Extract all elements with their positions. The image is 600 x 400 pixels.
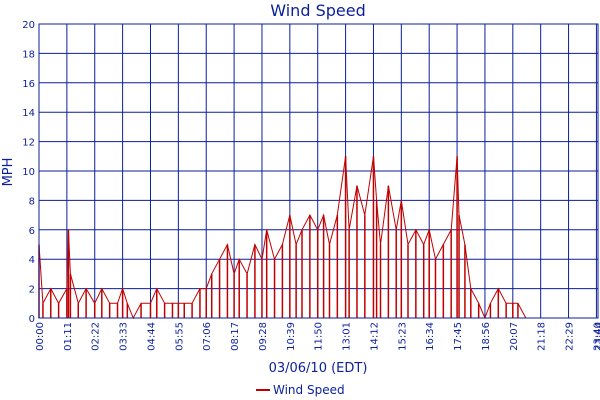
plot-frame [38,23,599,319]
chart-title: Wind Speed [270,1,365,20]
y-tick-label: 20 [22,20,35,31]
x-tick-labels: 00:00 01:11 02:22 03:33 04:44 05:55 07:06 08:17… [35,322,600,351]
y-tick-label: 16 [22,79,35,90]
x-axis-label: 03/06/10 (EDT) [269,361,368,376]
y-tick-label: 10 [22,167,35,178]
x-tick-label: 08:17 [230,322,241,351]
x-tick-label: 02:22 [91,322,102,351]
legend-label: Wind Speed [273,383,345,397]
series-layer [38,156,598,320]
x-tick-label: 20:07 [509,322,520,351]
legend: Wind Speed [256,383,345,397]
y-tick-label: 4 [29,255,35,266]
grid [38,23,599,319]
y-tick-label: 6 [29,226,35,237]
x-tick-label: 21:18 [537,322,548,351]
series-0 [38,156,598,320]
x-tick-label: 05:55 [174,322,185,351]
wind-speed-line [38,156,598,320]
x-tick-label: 23:40 [592,322,600,351]
x-tick-label: 11:50 [314,322,325,351]
plot-border [38,23,599,319]
x-tick-label: 00:00 [35,322,46,351]
x-tick-label: 10:39 [286,322,297,351]
x-tick-label: 17:45 [453,322,464,351]
y-tick-label: 12 [22,138,35,149]
y-axis-label: MPH [1,158,16,187]
x-tick-label: 23:44 [594,322,600,351]
x-tick-label: 03:33 [119,322,130,351]
y-tick-label: 14 [22,108,35,119]
x-tick-label: 07:06 [202,322,213,351]
x-tick-label: 18:56 [481,322,492,351]
y-tick-label: 8 [29,196,35,207]
x-tick-label: 22:29 [565,322,576,351]
x-tick-label: 09:28 [258,322,269,351]
y-tick-label: 2 [29,285,35,296]
x-tick-label: 01:11 [63,322,74,351]
x-tick-label: 04:44 [146,322,157,351]
x-tick-label: 13:01 [342,322,353,351]
y-tick-label: 0 [29,314,35,325]
y-tick-labels: 0 2 4 6 8 10 12 14 16 18 20 [22,20,35,325]
x-tick-label: 15:23 [397,322,408,351]
y-tick-label: 18 [22,49,35,60]
x-tick-label: 16:34 [425,322,436,351]
x-tick-label: 14:12 [369,322,380,351]
